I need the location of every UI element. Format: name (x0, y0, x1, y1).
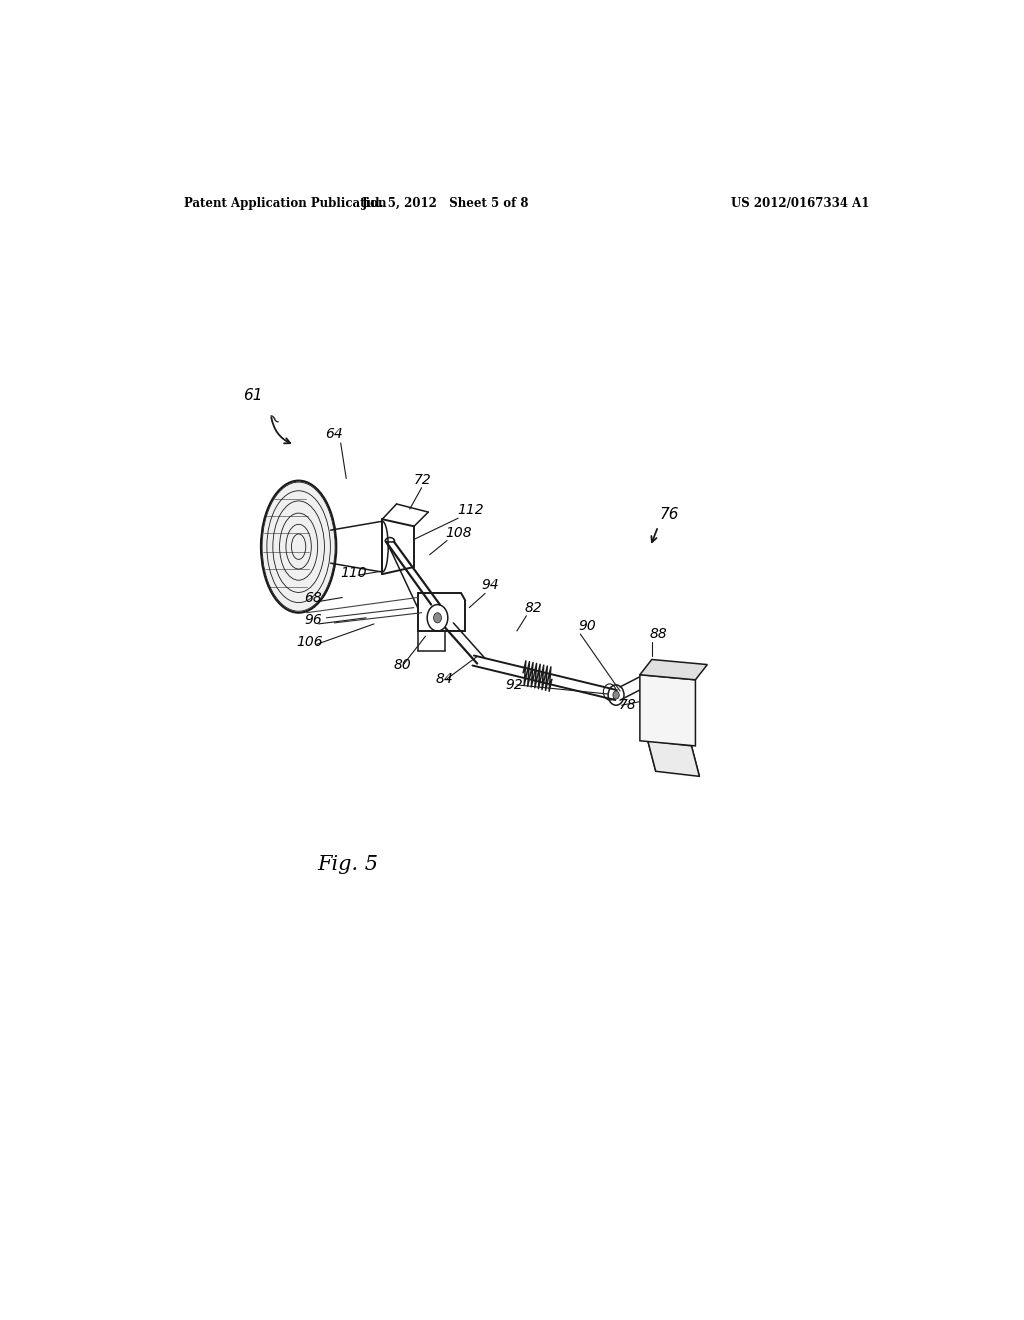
Text: US 2012/0167334 A1: US 2012/0167334 A1 (731, 197, 869, 210)
Text: 78: 78 (618, 698, 636, 713)
Text: Jul. 5, 2012   Sheet 5 of 8: Jul. 5, 2012 Sheet 5 of 8 (361, 197, 529, 210)
Circle shape (613, 690, 620, 700)
Text: ~: ~ (261, 408, 284, 430)
Text: 88: 88 (649, 627, 668, 642)
Text: 106: 106 (296, 635, 323, 649)
Text: 92: 92 (505, 678, 522, 692)
Text: 80: 80 (394, 657, 412, 672)
Polygon shape (648, 741, 699, 776)
Text: 94: 94 (481, 578, 499, 593)
Text: 110: 110 (341, 566, 368, 581)
Circle shape (433, 612, 441, 623)
Text: 72: 72 (414, 473, 431, 487)
Text: 61: 61 (243, 388, 262, 404)
Text: 64: 64 (325, 426, 343, 441)
Polygon shape (640, 660, 708, 680)
Text: 68: 68 (304, 590, 322, 605)
Text: 112: 112 (458, 503, 484, 517)
Text: Fig. 5: Fig. 5 (316, 854, 378, 874)
Text: Patent Application Publication: Patent Application Publication (183, 197, 386, 210)
Text: 84: 84 (436, 672, 454, 686)
Text: 108: 108 (445, 525, 472, 540)
Text: 90: 90 (579, 619, 597, 634)
Text: 82: 82 (524, 601, 543, 615)
Text: 96: 96 (304, 612, 322, 627)
Polygon shape (640, 675, 695, 746)
Text: 76: 76 (659, 507, 679, 523)
Ellipse shape (261, 480, 336, 612)
Text: FLOOR: FLOOR (653, 715, 682, 726)
Text: CARPET: CARPET (650, 686, 685, 697)
